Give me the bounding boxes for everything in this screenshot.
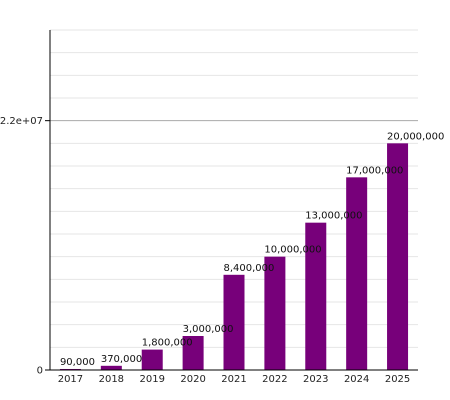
y-tick-labels: 0 2.2e+07	[0, 116, 43, 376]
x-tick-label: 2022	[262, 374, 287, 385]
data-label: 90,000	[60, 357, 95, 368]
bar-2019	[141, 349, 163, 370]
bar-2018	[100, 365, 122, 370]
bar-2017	[59, 368, 81, 370]
x-tick-label: 2017	[58, 374, 83, 385]
data-label: 17,000,000	[346, 165, 403, 176]
bars	[59, 143, 409, 370]
data-label: 370,000	[101, 354, 142, 365]
x-tick-label: 2018	[99, 374, 124, 385]
y-tick-label: 2.2e+07	[0, 116, 43, 127]
gridlines	[50, 29, 418, 348]
data-label: 20,000,000	[387, 131, 444, 142]
x-tick-label: 2025	[385, 374, 410, 385]
bar-2025	[387, 143, 409, 370]
y-tick-marks	[45, 120, 50, 371]
data-label: 8,400,000	[224, 263, 275, 274]
x-tick-label: 2023	[303, 374, 328, 385]
bar-2021	[223, 274, 245, 370]
x-tick-label: 2021	[221, 374, 246, 385]
x-tick-labels: 2017 2018 2019 2020 2021 2022 2023 2024 2025	[58, 374, 411, 385]
data-label: 13,000,000	[305, 211, 362, 222]
bar-2024	[346, 177, 368, 370]
bar-2023	[305, 222, 327, 370]
x-tick-label: 2024	[344, 374, 369, 385]
y-tick-label: 0	[37, 366, 43, 377]
data-label: 10,000,000	[264, 245, 321, 256]
bar-2022	[264, 256, 286, 370]
data-label: 1,800,000	[142, 338, 193, 349]
data-label: 3,000,000	[183, 324, 234, 335]
bar-2020	[182, 336, 204, 370]
x-tick-label: 2019	[139, 374, 164, 385]
x-tick-label: 2020	[180, 374, 205, 385]
